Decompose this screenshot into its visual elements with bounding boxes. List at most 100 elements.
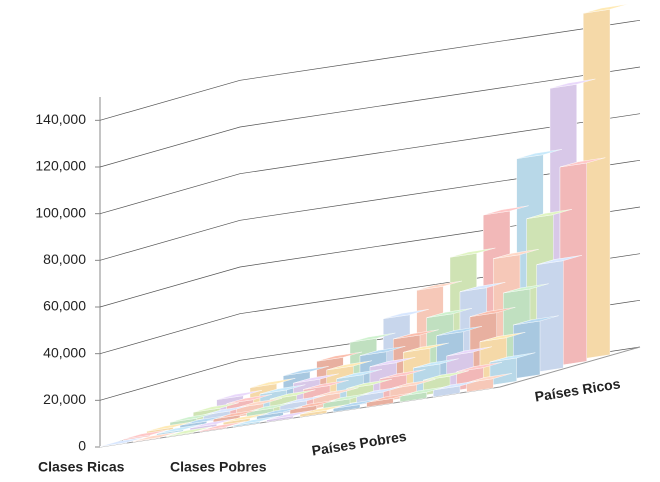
bar xyxy=(156,424,203,436)
bar-top xyxy=(133,431,179,442)
bar xyxy=(179,415,226,429)
bar-top xyxy=(466,373,513,383)
bar-top xyxy=(123,429,169,440)
bar-top xyxy=(249,378,296,388)
bar xyxy=(333,399,379,413)
bar-top xyxy=(423,370,469,381)
bar-top xyxy=(503,283,549,294)
bar-top xyxy=(269,389,316,400)
bar-top xyxy=(266,410,313,421)
bar-front xyxy=(559,162,587,366)
y-tick-label: 80,000 xyxy=(43,251,86,267)
bar-top xyxy=(283,366,329,376)
bar-top xyxy=(226,394,273,404)
bar-top xyxy=(456,362,503,372)
bar-top xyxy=(526,209,573,219)
bar-top xyxy=(179,415,226,426)
bar-top xyxy=(416,280,463,291)
bar-top xyxy=(369,357,416,367)
bar-top xyxy=(213,409,259,420)
bar xyxy=(123,429,169,441)
bar-top xyxy=(216,390,263,400)
bar-top xyxy=(193,402,239,413)
bar xyxy=(299,404,346,418)
bar-top xyxy=(333,399,379,409)
bar-top xyxy=(559,157,606,168)
bar-top xyxy=(259,384,306,395)
bar-top xyxy=(233,415,279,426)
bar-top xyxy=(189,418,236,429)
bar-front xyxy=(583,9,611,359)
bar-front xyxy=(513,320,541,379)
bar-top xyxy=(346,379,393,389)
y-tick-label: 20,000 xyxy=(43,391,86,407)
bar xyxy=(199,421,246,433)
bar-top xyxy=(166,426,213,437)
bar xyxy=(266,410,313,423)
grid-line xyxy=(99,113,641,215)
bar-top xyxy=(379,369,426,379)
bar-top xyxy=(516,149,563,159)
bar-top xyxy=(513,315,559,326)
bar-top xyxy=(293,373,339,384)
bar-top xyxy=(449,247,496,258)
bar-top xyxy=(399,386,446,397)
bar-top xyxy=(483,205,529,216)
bar xyxy=(399,386,446,403)
bar-top xyxy=(146,421,193,432)
bar-top xyxy=(359,346,406,356)
bar-top xyxy=(459,282,506,292)
bar-top xyxy=(326,360,373,371)
bar xyxy=(559,157,606,366)
grid-line xyxy=(99,66,641,168)
bar-top xyxy=(426,308,473,318)
bar-top xyxy=(156,424,203,434)
bar-top xyxy=(366,392,413,403)
bar-top xyxy=(583,3,629,14)
class-label: Clases Pobres xyxy=(170,459,267,475)
bar xyxy=(366,392,413,408)
bar-top xyxy=(536,255,583,265)
bar-top xyxy=(279,395,326,405)
bar xyxy=(536,255,583,373)
bar-top xyxy=(549,78,596,89)
y-tick-label: 60,000 xyxy=(43,298,86,314)
grid-line xyxy=(99,159,641,261)
y-tick-label: 120,000 xyxy=(35,158,86,174)
bar-top xyxy=(393,329,439,340)
bar xyxy=(189,418,236,431)
bar-top xyxy=(316,351,363,362)
bar-top xyxy=(446,346,493,357)
y-tick-label: 0 xyxy=(78,438,86,454)
bar-top xyxy=(169,412,216,423)
bar-top xyxy=(256,406,303,417)
bar-front xyxy=(489,357,517,386)
bar-top xyxy=(299,404,346,415)
bar-top xyxy=(336,369,383,379)
class-label: Clases Ricas xyxy=(38,459,125,475)
bar-top xyxy=(199,421,246,431)
bar-top xyxy=(489,352,536,363)
bar-top xyxy=(433,380,479,391)
bar xyxy=(233,415,279,428)
bar-front xyxy=(536,260,564,373)
bar-top xyxy=(469,307,516,317)
bar-top xyxy=(303,380,349,390)
bar-top xyxy=(436,326,483,336)
bar xyxy=(99,437,146,448)
bar-top xyxy=(413,358,459,369)
bar-top xyxy=(236,398,283,408)
bar-top xyxy=(389,379,436,389)
bar-top xyxy=(383,309,429,319)
bar xyxy=(583,3,629,359)
bar-top xyxy=(203,405,249,416)
bar-top xyxy=(403,342,449,353)
bar-top xyxy=(493,249,539,259)
y-tick-label: 100,000 xyxy=(35,204,86,220)
bar-top xyxy=(99,437,146,447)
grid-line xyxy=(99,19,641,121)
bar-top xyxy=(313,387,359,398)
y-tick-label: 40,000 xyxy=(43,344,86,360)
bar-top xyxy=(349,332,396,343)
